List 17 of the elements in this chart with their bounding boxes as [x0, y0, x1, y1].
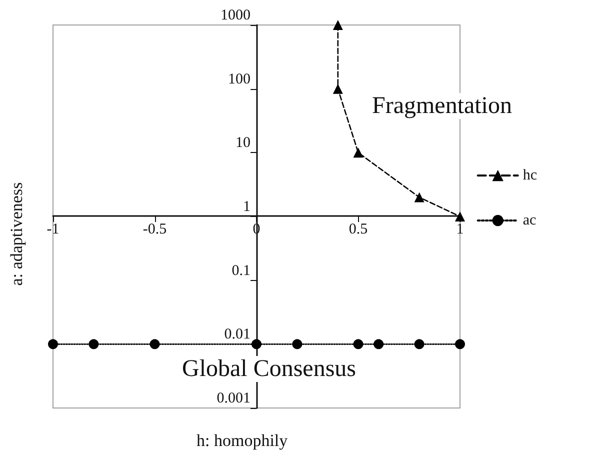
- x-tick-label: -1: [46, 222, 60, 238]
- annotation: Global Consensus: [182, 356, 356, 382]
- legend-label: hc: [522, 168, 538, 184]
- x-tick-label: 0.5: [348, 222, 368, 238]
- y-axis-title: a: adaptiveness: [7, 182, 26, 286]
- y-tick-label: 0.01: [224, 326, 250, 343]
- y-tick-label: 1000: [220, 8, 250, 24]
- y-tick-label: 1: [243, 199, 250, 215]
- y-tick-label: 10: [236, 135, 250, 152]
- y-tick-label: 0.1: [232, 262, 250, 279]
- x-tick-label: 1: [456, 222, 464, 238]
- annotation: Fragmentation: [372, 93, 512, 119]
- x-axis-title: h: homophily: [196, 431, 288, 450]
- legend-label: ac: [522, 212, 536, 228]
- y-tick-label: 100: [228, 71, 250, 88]
- y-tick-label: 0.001: [216, 390, 250, 406]
- x-tick-label: -0.5: [142, 222, 167, 238]
